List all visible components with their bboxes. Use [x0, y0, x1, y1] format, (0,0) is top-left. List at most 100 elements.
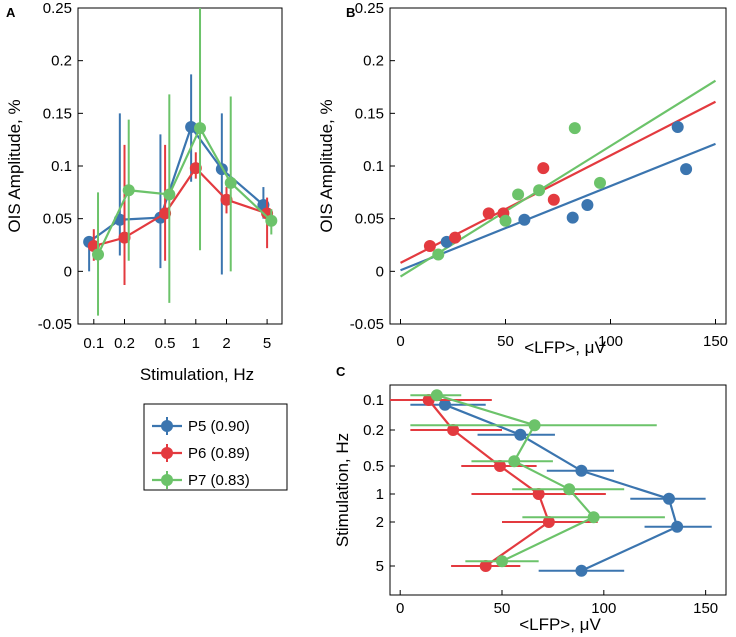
panel-b-xtick-label: 0 [396, 333, 404, 350]
panel-c-point [563, 483, 576, 496]
panel-c-point [479, 560, 492, 572]
panel-b-ytick-label: 0.05 [355, 211, 384, 228]
panel-c-point [528, 419, 541, 432]
panel-a-point [265, 214, 278, 227]
panel-a-ytick-label: 0 [64, 263, 72, 280]
panel-b-ytick-label: 0.2 [363, 53, 384, 70]
panel-a-point [220, 193, 233, 206]
panel-a-point [122, 184, 135, 197]
panel-a-letter: A [6, 5, 16, 20]
panel-c-ytick-label: 1 [376, 486, 384, 503]
legend-swatch-marker [161, 420, 173, 432]
panel-c-point [575, 464, 588, 477]
panel-c-ytick-label: 0.5 [363, 458, 384, 475]
panel-a-ytick-label: 0.2 [51, 53, 72, 70]
panel-b-point [512, 188, 525, 201]
panel-b-ylabel: OIS Amplitude, % [317, 99, 336, 232]
legend-swatch-marker [161, 474, 173, 486]
panel-c-ylabel: Stimulation, Hz [333, 433, 352, 547]
panel-b-point [518, 213, 531, 226]
panel-c-xtick-label: 100 [591, 600, 616, 617]
panel-c-point [587, 511, 600, 524]
panel-a-point [185, 121, 198, 134]
panel-c-series-line [444, 403, 679, 572]
panel-a-point [163, 188, 176, 201]
legend-swatch-marker [161, 447, 173, 459]
panel-a-xtick-label: 0.1 [83, 335, 104, 352]
panel-a-xtick-label: 0.2 [114, 335, 135, 352]
panel-c-ytick-label: 0.2 [363, 422, 384, 439]
panel-c-ytick-label: 5 [376, 558, 384, 575]
panel-c-xtick-label: 0 [396, 600, 404, 617]
panel-b-fit-line [400, 142, 716, 272]
panel-a-xtick-label: 0.5 [155, 335, 176, 352]
panel-a-frame [77, 7, 283, 325]
panel-c-frame [389, 384, 727, 596]
panel-b-xtick-label: 50 [497, 333, 514, 350]
panel-c-series-line [436, 394, 596, 563]
panel-a: A -0.05 0 0.05 0.1 0.15 0.2 0.25 0.1 0.2 0.5 1 2 5 S… [5, 0, 283, 384]
panel-a-point [92, 248, 105, 261]
panel-c-xtick-label: 150 [693, 600, 718, 617]
panel-b-point [566, 211, 579, 224]
panel-a-xtick-label: 5 [263, 335, 271, 352]
panel-b-point [568, 122, 581, 135]
panel-b-point [680, 163, 693, 176]
panel-a-xtick-label: 2 [222, 335, 230, 352]
panel-b-point [671, 121, 684, 134]
panel-c-point [532, 488, 545, 500]
panel-b-xtick-label: 150 [703, 333, 728, 350]
panel-c-xtick-label: 50 [494, 600, 511, 617]
panel-a-ytick-label: -0.05 [38, 316, 72, 333]
panel-a-series-line [88, 124, 265, 243]
panel-a-ylabel: OIS Amplitude, % [5, 99, 24, 232]
panel-b-ytick-label: 0 [376, 263, 384, 280]
panel-b-point [533, 184, 546, 197]
panel-b-point [482, 207, 495, 220]
panel-a-xtick-label: 1 [192, 335, 200, 352]
panel-b-xtick-label: 100 [598, 333, 623, 350]
panel-c-point [575, 564, 588, 577]
panel-b-point [499, 214, 512, 227]
panel-b-ytick-label: 0.1 [363, 158, 384, 175]
panel-c-point [508, 455, 521, 468]
panel-a-ytick-label: 0.1 [51, 158, 72, 175]
panel-b-point [537, 162, 550, 175]
panel-b-fit-line [399, 79, 717, 278]
legend-label: P6 (0.89) [188, 445, 250, 462]
panel-b: B -0.05 0 0.05 0.1 0.15 0.2 0.25 0 50 100 150 <LFP… [317, 0, 728, 357]
legend-label: P5 (0.90) [188, 418, 250, 435]
panel-a-xlabel: Stimulation, Hz [140, 365, 254, 384]
panel-b-point [594, 176, 606, 189]
panel-c-ytick-label: 0.1 [363, 392, 384, 409]
panel-c-point [438, 398, 451, 411]
panel-a-ytick-label: 0.25 [43, 0, 72, 17]
panel-c-point [662, 492, 675, 505]
panel-c-letter: C [336, 364, 346, 379]
panel-b-ytick-label: 0.15 [355, 105, 384, 122]
panel-c-point [496, 555, 508, 568]
panel-b-point [432, 248, 445, 261]
panel-c-point [447, 424, 460, 436]
panel-a-series-line [97, 125, 273, 255]
panel-c-xlabel: <LFP>, μV [519, 615, 601, 634]
panel-b-letter: B [346, 5, 355, 20]
panel-b-point [449, 231, 462, 244]
panel-a-point [118, 231, 131, 244]
panel-b-ytick-label: 0.25 [355, 0, 384, 17]
panel-c-ytick-label: 2 [376, 514, 384, 531]
panel-c-point [542, 516, 555, 528]
legend: P5 (0.90) P6 (0.89) P7 (0.83) [143, 403, 288, 491]
panel-b-point [423, 240, 436, 253]
panel-b-point [581, 198, 594, 211]
panel-c-point [514, 428, 527, 441]
panel-a-point [159, 207, 172, 220]
panel-a-ytick-label: 0.05 [43, 211, 72, 228]
panel-a-point [224, 176, 237, 189]
panel-a-ytick-label: 0.15 [43, 105, 72, 122]
panel-b-xlabel: <LFP>, μV [524, 338, 606, 357]
legend-label: P7 (0.83) [188, 472, 250, 489]
panel-b-ytick-label: -0.05 [350, 316, 384, 333]
